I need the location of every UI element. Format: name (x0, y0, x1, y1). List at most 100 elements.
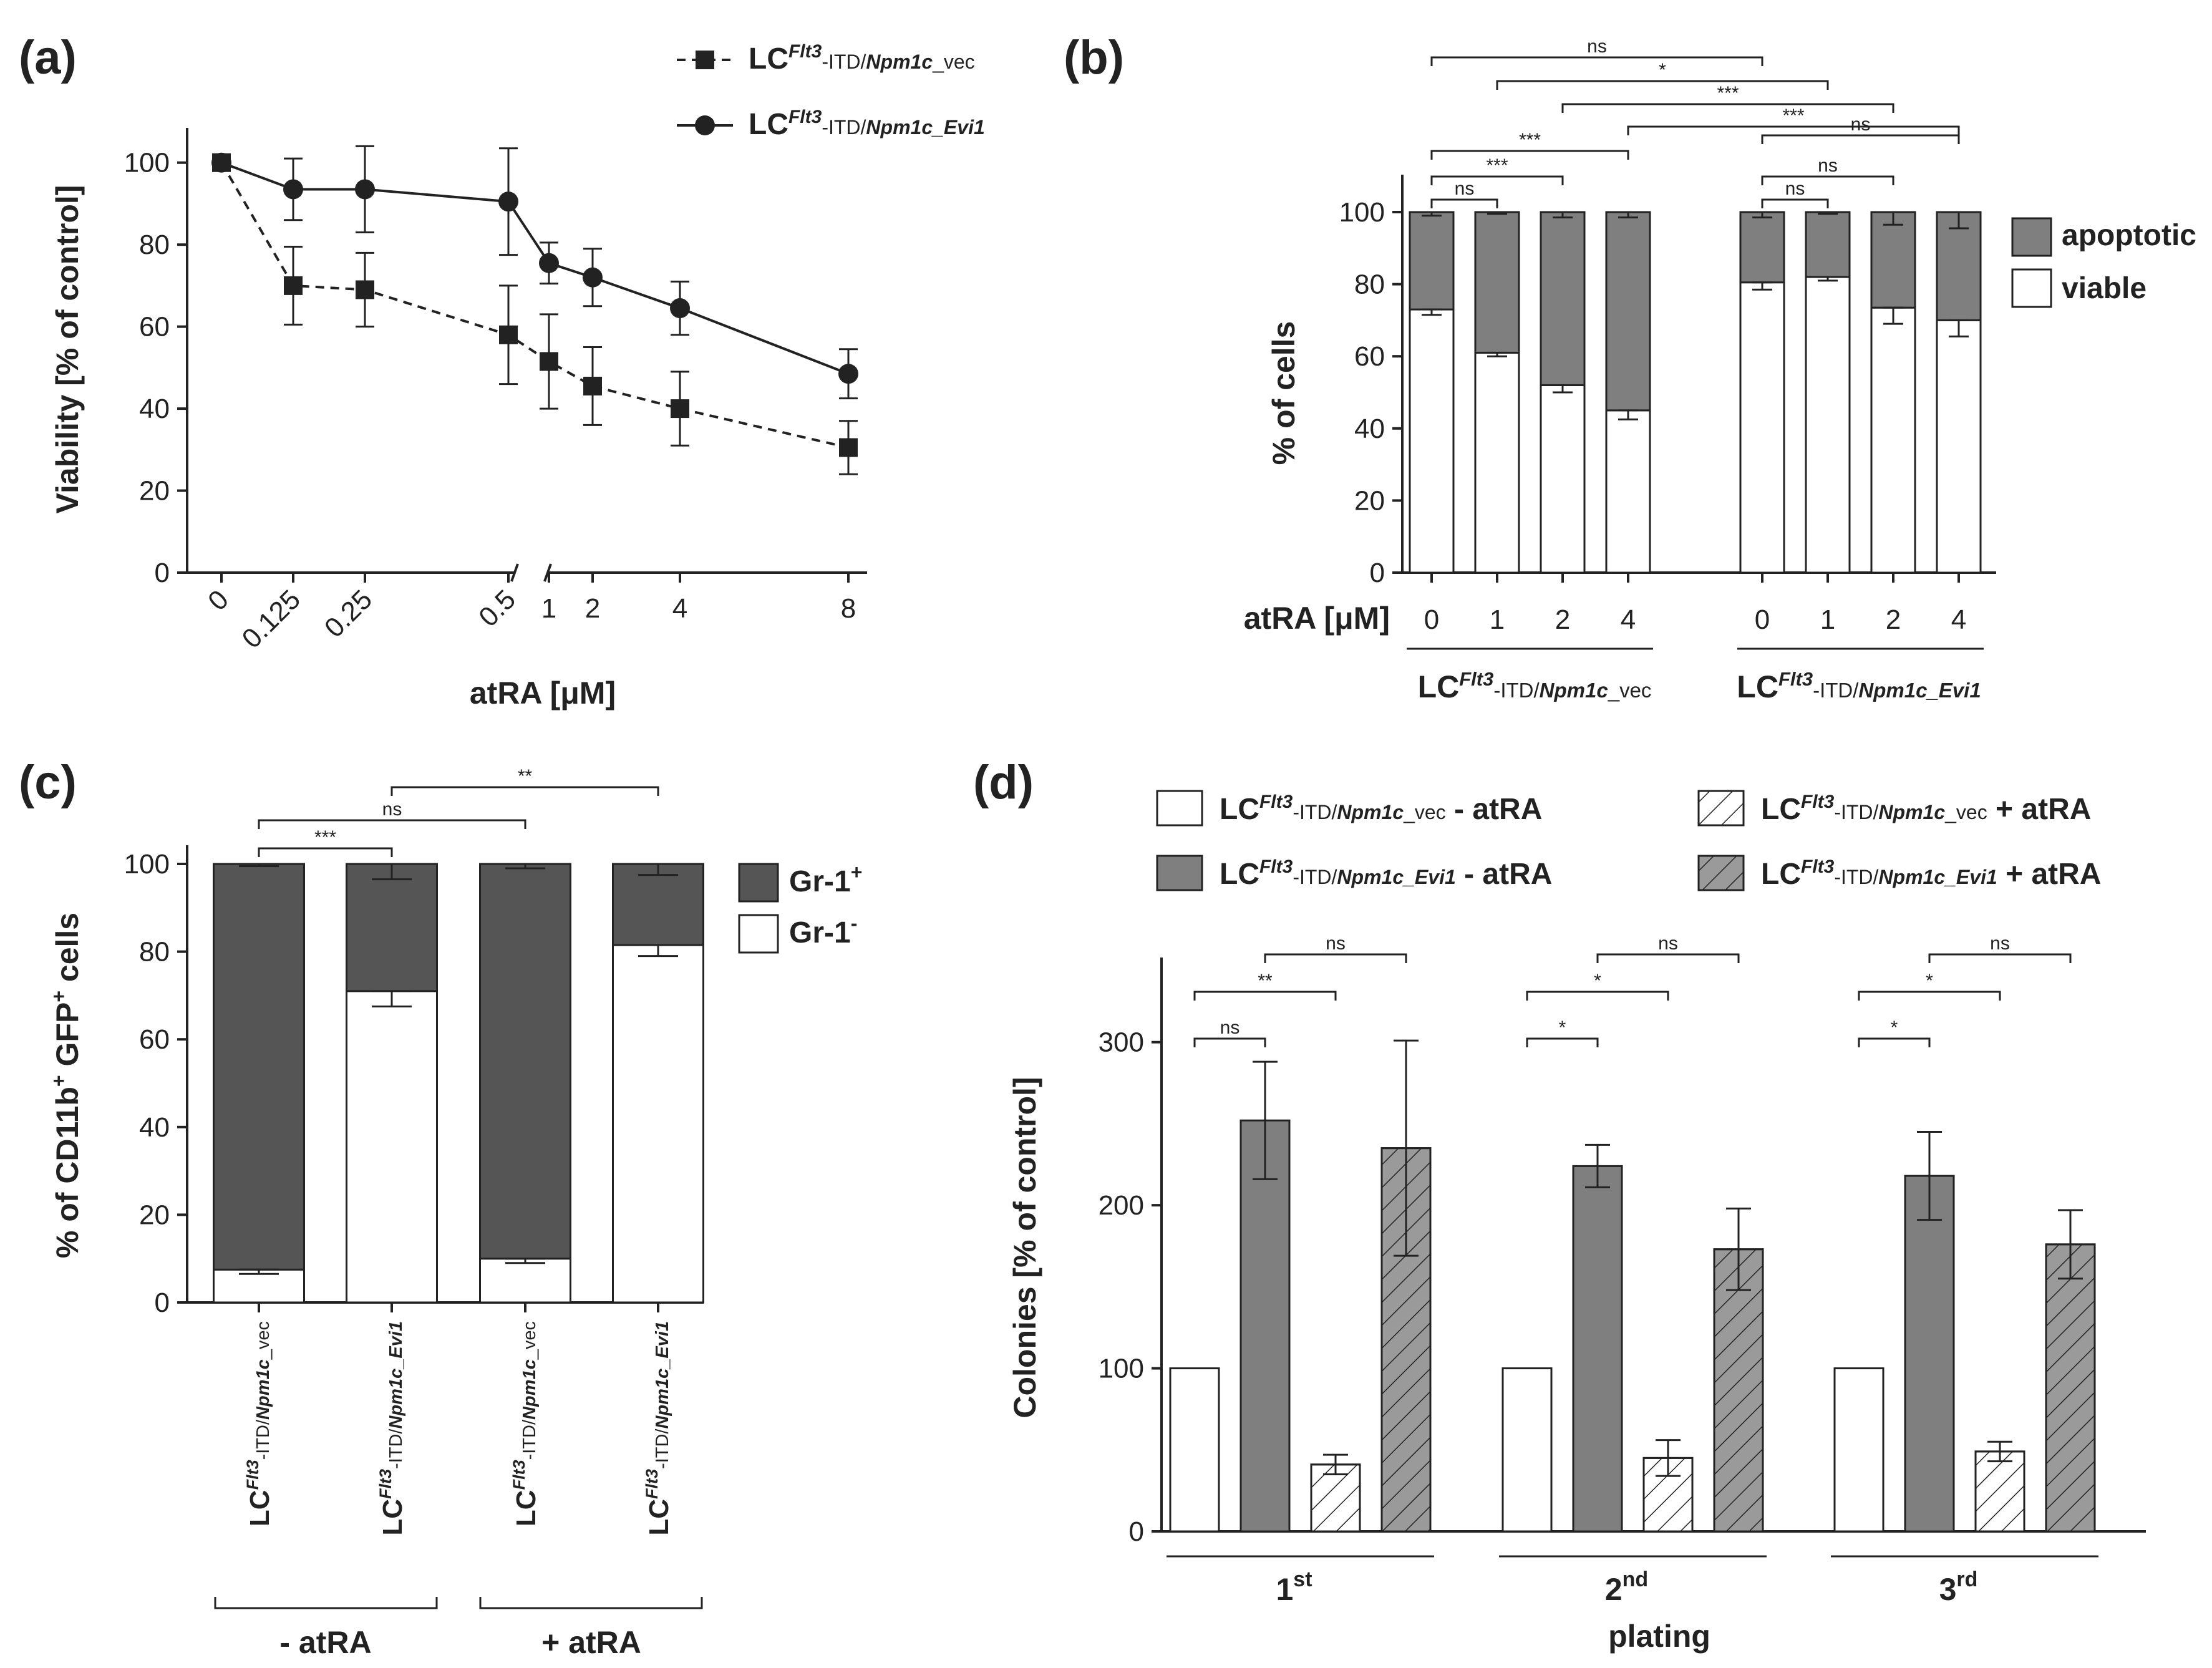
d-sig-bracket (1526, 1037, 1599, 1047)
a-circle-point (539, 253, 559, 273)
b-sig-bracket (1496, 80, 1829, 90)
c-category-label: LCFlt3-ITD/Npm1c_vec (510, 1321, 541, 1526)
d-sig-bracket (1858, 1037, 1931, 1047)
a-square-point (583, 376, 602, 395)
d-legend-label: LCFlt3-ITD/Npm1c_Evi1 + atRA (1761, 856, 2101, 891)
b-y-axis-title: % of cells (1266, 321, 1301, 465)
d-bar (1169, 1367, 1220, 1533)
c-legend-swatch (738, 863, 779, 903)
d-x-axis-title: plating (1608, 1619, 1710, 1654)
d-bar (1833, 1367, 1885, 1533)
a-circle-point (355, 179, 375, 200)
b-bar-viable (1870, 306, 1916, 574)
d-legend-swatch-hatch (1697, 790, 1745, 827)
c-bar-gr1-positive (479, 863, 571, 1260)
d-sig-label: ** (1258, 971, 1273, 991)
c-group-bracket-2 (479, 1597, 703, 1609)
a-xtick-label: 8 (841, 593, 856, 624)
c-sig-label: ns (382, 799, 402, 820)
d-ytick-label: 300 (1099, 1027, 1144, 1058)
c-bar-gr1-negative (612, 944, 704, 1304)
a-xtick-label: 2 (585, 593, 600, 624)
b-sig-label: ns (1785, 178, 1805, 199)
a-legend-square (696, 51, 714, 69)
d-sig-label: ns (1990, 933, 2010, 954)
d-bar (1572, 1165, 1623, 1533)
a-xtick-label: 0.125 (236, 584, 307, 654)
c-category-label: LCFlt3-ITD/Npm1c_Evi1 (376, 1321, 408, 1536)
b-bar-viable (1474, 351, 1520, 574)
b-sig-label: *** (1486, 155, 1508, 176)
d-y-axis-title: Colonies [% of control] (1007, 1077, 1042, 1418)
d-legend-swatch (1156, 790, 1203, 827)
d-bar-hatch (1310, 1463, 1361, 1533)
a-xtick-label: 0.5 (473, 584, 521, 633)
a-circle-point (498, 192, 518, 212)
b-category-label: 0 (1755, 604, 1770, 635)
b-sig-bracket (1761, 134, 1960, 144)
a-circle-point (283, 179, 303, 200)
b-bar-apoptotic (1605, 211, 1651, 412)
c-sig-label: *** (314, 827, 336, 848)
a-series-line-2 (221, 161, 849, 376)
b-bar-apoptotic (1870, 211, 1916, 309)
a-square-point (499, 325, 518, 344)
b-category-label: 4 (1951, 604, 1966, 635)
b-bar-apoptotic (1540, 211, 1586, 386)
a-axis-break-1 (510, 563, 519, 582)
b-category-label: 0 (1424, 604, 1439, 635)
c-bar-gr1-positive (213, 863, 305, 1271)
c-bar-gr1-positive (612, 863, 704, 946)
d-bar (1501, 1367, 1553, 1533)
d-category-label: 1st (1276, 1568, 1312, 1607)
c-group-bracket-1 (214, 1597, 438, 1609)
b-ytick-label: 20 (1354, 485, 1385, 516)
a-ytick-label: 20 (139, 476, 170, 507)
b-sig-bracket (1430, 198, 1498, 208)
b-sig-label: ns (1587, 36, 1607, 57)
d-sig-bracket (1858, 991, 2001, 1001)
d-bar-hatch (2045, 1243, 2096, 1533)
d-sig-bracket (1526, 991, 1669, 1001)
c-group-label-2: + atRA (541, 1625, 641, 1660)
d-ytick-label: 0 (1129, 1516, 1144, 1547)
d-legend-label: LCFlt3-ITD/Npm1c_Evi1 - atRA (1220, 856, 1552, 891)
d-legend-label: LCFlt3-ITD/Npm1c_vec - atRA (1220, 792, 1542, 826)
a-x-axis-title: atRA [μM] (470, 676, 616, 710)
a-legend-circle (695, 115, 715, 135)
b-sig-bracket (1430, 56, 1763, 66)
b-legend-label-viable: viable (2062, 272, 2147, 305)
panel-label-c: (c) (19, 756, 77, 809)
c-ytick-label: 0 (155, 1287, 170, 1318)
b-sig-label: ns (1851, 114, 1871, 135)
c-ytick-label: 40 (139, 1112, 170, 1143)
b-bar-viable (1739, 281, 1785, 574)
panel-label-d: (d) (973, 756, 1034, 809)
b-ytick-label: 60 (1354, 341, 1385, 372)
d-sig-bracket (1264, 953, 1407, 963)
d-ytick-label: 200 (1099, 1190, 1144, 1221)
c-legend-label: Gr-1- (789, 912, 857, 949)
panel-label-b: (b) (1064, 31, 1124, 84)
c-bar-gr1-negative (479, 1258, 571, 1304)
b-bar-apoptotic (1739, 211, 1785, 284)
a-circle-point (211, 152, 231, 173)
d-sig-bracket (1596, 953, 1740, 963)
d-sig-label: ns (1326, 933, 1346, 954)
b-sig-label: ns (1818, 155, 1838, 176)
b-sig-bracket (1761, 175, 1894, 185)
d-sig-bracket (1193, 991, 1337, 1001)
b-sig-bracket (1430, 150, 1629, 160)
c-y-axis-title: % of CD11b+ GFP+ cells (47, 913, 85, 1258)
a-square-point (540, 352, 558, 371)
d-ytick-label: 100 (1099, 1354, 1144, 1384)
b-legend-label-apoptotic: apoptotic (2062, 219, 2196, 252)
b-sig-bracket (1430, 175, 1564, 185)
d-sig-label: * (1891, 1017, 1898, 1038)
b-legend-swatch-apoptotic (2011, 217, 2052, 257)
a-xtick-label: 0.25 (319, 584, 378, 643)
b-sig-label: *** (1519, 130, 1541, 150)
